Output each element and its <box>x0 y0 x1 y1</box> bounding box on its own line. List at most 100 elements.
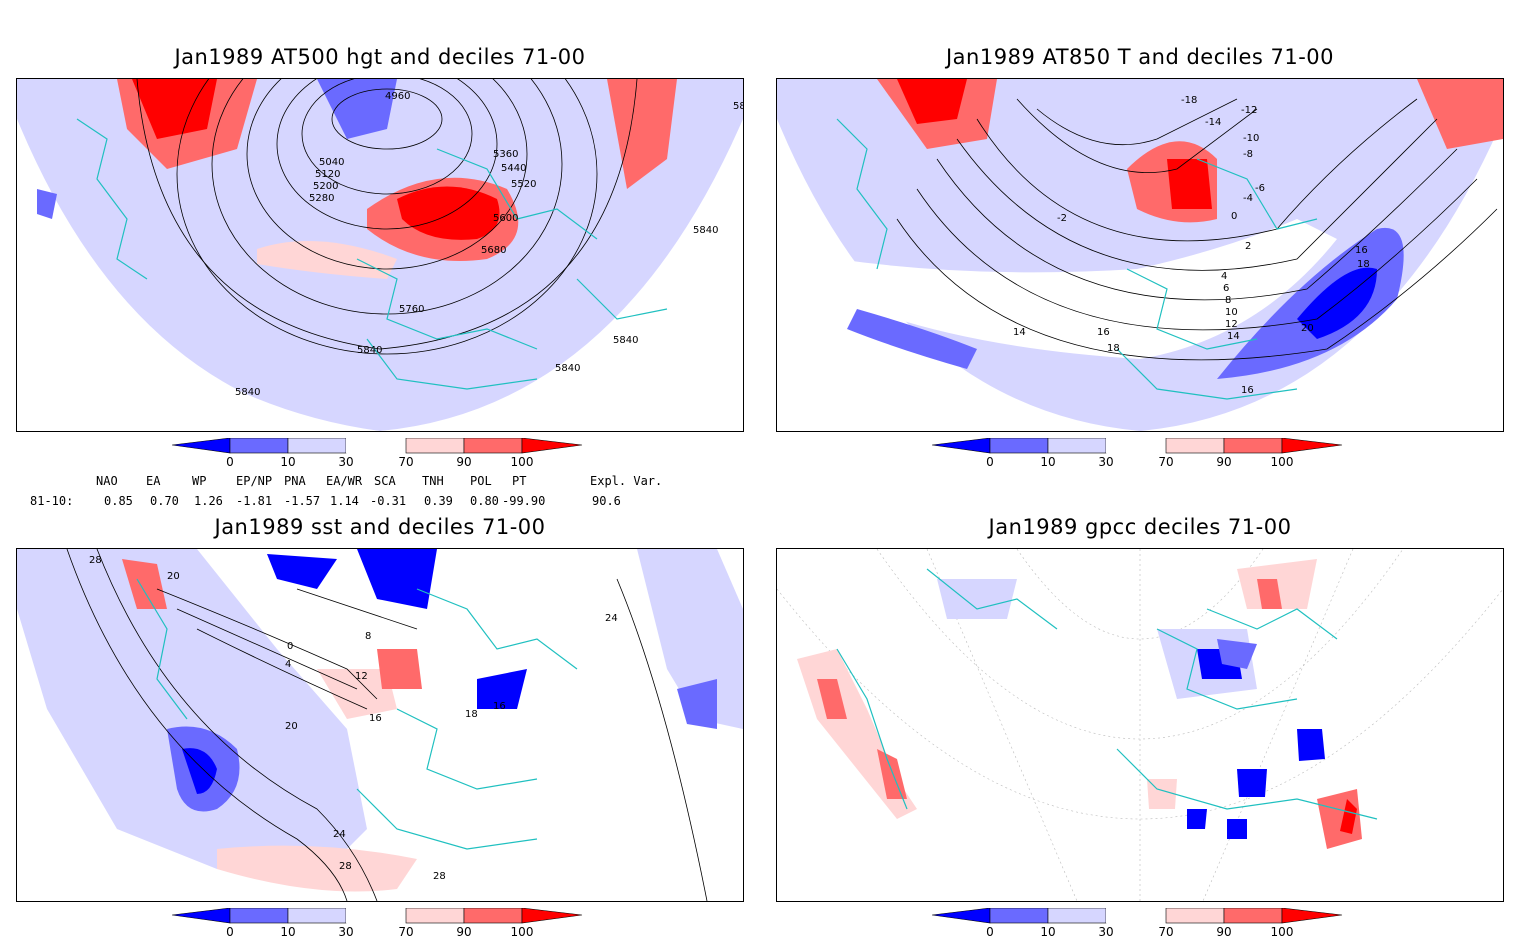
contour-label: 2 <box>1245 241 1251 252</box>
contour-label: -10 <box>1243 133 1259 144</box>
contour-label: 0 <box>287 641 293 652</box>
panel-title-gpcc: Jan1989 gpcc deciles 71-00 <box>988 515 1292 539</box>
colorbar-tick: 0 <box>226 925 234 939</box>
contour-label: 14 <box>1013 327 1026 338</box>
contour-label: -4 <box>1243 193 1253 204</box>
contour-label: 28 <box>89 555 102 566</box>
map-hgt500-canvas: 4960 5040 5120 5200 5280 5360 5440 5520 … <box>17 79 743 431</box>
contour-label: 18 <box>1357 259 1370 270</box>
contour-label: 16 <box>1355 245 1368 256</box>
colorbar-tick: 30 <box>338 925 354 939</box>
index-header: NAO <box>96 474 118 488</box>
index-value: -0.31 <box>370 494 407 508</box>
index-value: -1.57 <box>284 494 321 508</box>
colorbar-tick: 0 <box>226 455 234 469</box>
contour-label: 4960 <box>385 91 410 102</box>
colorbar-3: 0 10 30 70 90 100 <box>171 907 592 944</box>
panel-title-t850: Jan1989 AT850 T and deciles 71-00 <box>945 45 1335 69</box>
map-t850: -18 -14 -12 -10 -8 -6 -4 -2 0 2 4 6 8 10… <box>776 78 1504 432</box>
contour-label: 14 <box>1227 331 1240 342</box>
index-value: 0.85 <box>104 494 133 508</box>
colorbar-4-swatches <box>931 907 1343 924</box>
contour-label: 5840 <box>693 225 718 236</box>
contour-label: 5600 <box>493 213 518 224</box>
map-sst-canvas: 28 20 0 4 8 12 16 20 24 28 28 24 18 16 <box>17 549 743 901</box>
colorbar-tick: 100 <box>510 455 534 469</box>
contour-label: 16 <box>369 713 382 724</box>
colorbar-2: 0 10 30 70 90 100 <box>931 437 1352 474</box>
contour-label: 16 <box>1241 385 1254 396</box>
colorbar-tick: 70 <box>398 925 414 939</box>
index-header: Expl. Var. <box>590 474 663 488</box>
index-value: 0.80 <box>470 494 499 508</box>
index-value: 0.39 <box>424 494 453 508</box>
colorbar-tick: 100 <box>1270 455 1294 469</box>
index-header: EA/WR <box>326 474 363 488</box>
map-gpcc-canvas <box>777 549 1503 901</box>
colorbar-tick: 30 <box>1098 925 1114 939</box>
contour-label: 5040 <box>319 157 344 168</box>
contour-label: 5840 <box>733 101 743 112</box>
colorbar-tick: 70 <box>398 455 414 469</box>
colorbar-tick: 10 <box>1040 925 1056 939</box>
contour-label: 5120 <box>315 169 340 180</box>
colorbar-2-swatches <box>931 437 1343 454</box>
colorbar-tick: 30 <box>1098 455 1114 469</box>
colorbar-tick: 10 <box>280 455 296 469</box>
index-header: POL <box>470 474 492 488</box>
map-sst: 28 20 0 4 8 12 16 20 24 28 28 24 18 16 <box>16 548 744 902</box>
panel-title-hgt500: Jan1989 AT500 hgt and deciles 71-00 <box>174 45 586 69</box>
contour-label: 10 <box>1225 307 1238 318</box>
contour-label: 5280 <box>309 193 334 204</box>
contour-label: 5360 <box>493 149 518 160</box>
colorbar-tick: 10 <box>280 925 296 939</box>
contour-label: 20 <box>1301 323 1314 334</box>
colorbar-3-swatches <box>171 907 583 924</box>
colorbar-tick: 90 <box>1216 455 1232 469</box>
colorbar-tick: 90 <box>456 455 472 469</box>
index-value: 1.26 <box>194 494 223 508</box>
colorbar-tick: 90 <box>1216 925 1232 939</box>
index-header: WP <box>192 474 207 488</box>
colorbar-tick: 10 <box>1040 455 1056 469</box>
contour-label: 18 <box>465 709 478 720</box>
contour-label: -6 <box>1255 183 1265 194</box>
index-value: -1.81 <box>236 494 273 508</box>
contour-label: 20 <box>167 571 180 582</box>
index-value: -99.90 <box>502 494 546 508</box>
contour-label: 5200 <box>313 181 338 192</box>
contour-label: 6 <box>1223 283 1229 294</box>
colorbar-tick: 70 <box>1158 455 1174 469</box>
colorbar-1-swatches <box>171 437 583 454</box>
contour-label: 12 <box>355 671 368 682</box>
colorbar-tick: 70 <box>1158 925 1174 939</box>
contour-label: 8 <box>365 631 371 642</box>
contour-label: 4 <box>1221 271 1227 282</box>
index-value: 1.14 <box>330 494 359 508</box>
contour-label: 0 <box>1231 211 1237 222</box>
index-header: EP/NP <box>236 474 273 488</box>
contour-label: 12 <box>1225 319 1238 330</box>
contour-label: -8 <box>1243 149 1253 160</box>
contour-label: 5840 <box>555 363 580 374</box>
contour-label: 5840 <box>235 387 260 398</box>
contour-label: 16 <box>1097 327 1110 338</box>
contour-label: 8 <box>1225 295 1231 306</box>
index-header: TNH <box>422 474 444 488</box>
colorbar-tick: 30 <box>338 455 354 469</box>
panel-title-sst: Jan1989 sst and deciles 71-00 <box>214 515 546 539</box>
contour-label: 5840 <box>357 345 382 356</box>
contour-label: 5440 <box>501 163 526 174</box>
contour-label: 5680 <box>481 245 506 256</box>
index-header: PT <box>512 474 527 488</box>
colorbar-1: 0 10 30 70 90 100 <box>171 437 592 474</box>
colorbar-tick: 90 <box>456 925 472 939</box>
contour-label: 16 <box>493 701 506 712</box>
colorbar-tick: 0 <box>986 925 994 939</box>
index-header: PNA <box>284 474 306 488</box>
map-gpcc <box>776 548 1504 902</box>
contour-label: 18 <box>1107 343 1120 354</box>
contour-label: 5760 <box>399 304 424 315</box>
map-t850-canvas: -18 -14 -12 -10 -8 -6 -4 -2 0 2 4 6 8 10… <box>777 79 1503 431</box>
map-hgt500: 4960 5040 5120 5200 5280 5360 5440 5520 … <box>16 78 744 432</box>
